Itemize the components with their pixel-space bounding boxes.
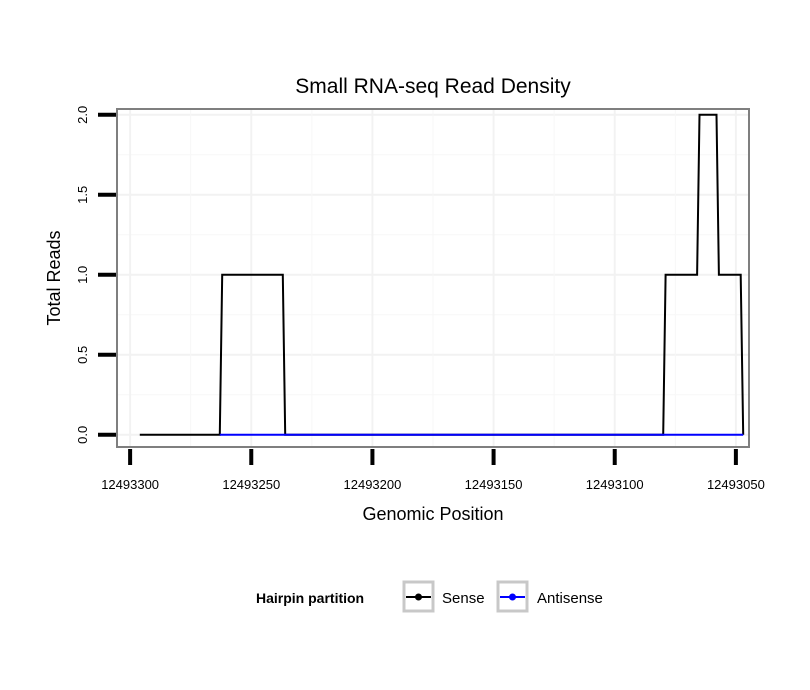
- y-tick-label: 0.5: [75, 346, 90, 364]
- y-tick-label: 1.0: [75, 266, 90, 284]
- y-tick-label: 0.0: [75, 426, 90, 444]
- x-tick-label: 12493250: [222, 477, 280, 492]
- chart-title: Small RNA-seq Read Density: [295, 75, 571, 98]
- x-tick-label: 12493150: [465, 477, 523, 492]
- x-tick-label: 12493200: [344, 477, 402, 492]
- legend-label-sense: Sense: [442, 590, 485, 607]
- x-tick-label: 12493100: [586, 477, 644, 492]
- y-tick-label: 1.5: [75, 186, 90, 204]
- legend: Hairpin partition Sense Antisense: [256, 580, 603, 613]
- x-axis-label: Genomic Position: [362, 504, 503, 524]
- x-tick-label: 12493300: [101, 477, 159, 492]
- x-axis: 12493300 12493250 12493200 12493150 12493100…: [101, 449, 765, 492]
- y-tick-label: 2.0: [75, 106, 90, 124]
- x-tick-label: 12493050: [707, 477, 765, 492]
- legend-key-marker-antisense: [509, 593, 516, 601]
- y-axis-label: Total Reads: [44, 230, 64, 325]
- legend-key-marker-sense: [415, 593, 422, 601]
- y-axis: 0.0 0.5 1.0 1.5 2.0: [75, 106, 116, 444]
- legend-title: Hairpin partition: [256, 590, 364, 606]
- series-lines: [139, 113, 745, 436]
- plot-panel-border: [116, 108, 750, 448]
- series-line-sense: [139, 113, 745, 436]
- legend-label-antisense: Antisense: [537, 590, 603, 607]
- grid-lines: [118, 110, 748, 446]
